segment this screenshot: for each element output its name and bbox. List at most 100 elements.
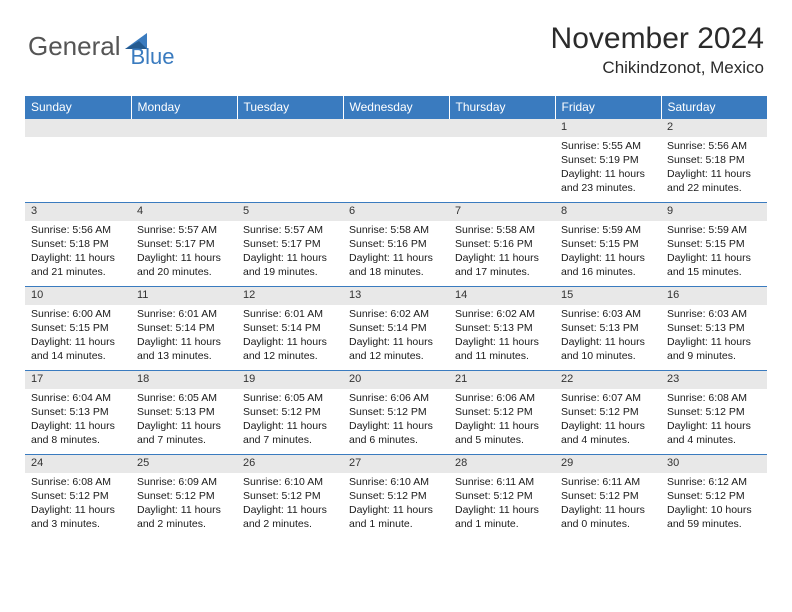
weekday-header: Saturday [661, 96, 767, 119]
sunset-text: Sunset: 5:19 PM [561, 153, 655, 167]
sunset-text: Sunset: 5:12 PM [137, 489, 231, 503]
weekday-header: Friday [555, 96, 661, 119]
sunrise-text: Sunrise: 5:57 AM [137, 223, 231, 237]
day-number-cell: 27 [343, 455, 449, 473]
daylight-text: Daylight: 11 hours and 2 minutes. [243, 503, 337, 531]
daylight-text: Daylight: 11 hours and 12 minutes. [243, 335, 337, 363]
sunset-text: Sunset: 5:13 PM [137, 405, 231, 419]
daylight-text: Daylight: 11 hours and 6 minutes. [349, 419, 443, 447]
day-content-cell: Sunrise: 6:04 AMSunset: 5:13 PMDaylight:… [25, 389, 131, 455]
sunrise-text: Sunrise: 6:05 AM [243, 391, 337, 405]
day-number-cell: 18 [131, 371, 237, 389]
weekday-header: Tuesday [237, 96, 343, 119]
sunset-text: Sunset: 5:16 PM [455, 237, 549, 251]
day-number-cell: 23 [661, 371, 767, 389]
daylight-text: Daylight: 10 hours and 59 minutes. [667, 503, 761, 531]
day-number-cell: 29 [555, 455, 661, 473]
daylight-text: Daylight: 11 hours and 5 minutes. [455, 419, 549, 447]
day-content-cell: Sunrise: 6:05 AMSunset: 5:13 PMDaylight:… [131, 389, 237, 455]
day-number-cell: 25 [131, 455, 237, 473]
sunrise-text: Sunrise: 6:05 AM [137, 391, 231, 405]
weekday-header: Wednesday [343, 96, 449, 119]
day-content-cell [131, 137, 237, 203]
sunset-text: Sunset: 5:15 PM [667, 237, 761, 251]
day-number-cell: 16 [661, 287, 767, 305]
sunrise-text: Sunrise: 5:56 AM [31, 223, 125, 237]
day-content-cell: Sunrise: 6:03 AMSunset: 5:13 PMDaylight:… [555, 305, 661, 371]
day-content-cell [25, 137, 131, 203]
day-content-cell: Sunrise: 5:56 AMSunset: 5:18 PMDaylight:… [25, 221, 131, 287]
day-content-row: Sunrise: 5:55 AMSunset: 5:19 PMDaylight:… [25, 137, 767, 203]
day-content-cell: Sunrise: 5:57 AMSunset: 5:17 PMDaylight:… [131, 221, 237, 287]
day-content-cell: Sunrise: 6:11 AMSunset: 5:12 PMDaylight:… [555, 473, 661, 539]
sunrise-text: Sunrise: 6:01 AM [137, 307, 231, 321]
sunset-text: Sunset: 5:12 PM [561, 405, 655, 419]
sunset-text: Sunset: 5:12 PM [561, 489, 655, 503]
weekday-header: Thursday [449, 96, 555, 119]
day-content-cell: Sunrise: 5:59 AMSunset: 5:15 PMDaylight:… [661, 221, 767, 287]
sunset-text: Sunset: 5:16 PM [349, 237, 443, 251]
daylight-text: Daylight: 11 hours and 1 minute. [349, 503, 443, 531]
sunrise-text: Sunrise: 6:04 AM [31, 391, 125, 405]
day-number-row: 12 [25, 119, 767, 137]
day-number-cell: 13 [343, 287, 449, 305]
weekday-header: Monday [131, 96, 237, 119]
location-label: Chikindzonot, Mexico [551, 58, 764, 78]
daylight-text: Daylight: 11 hours and 23 minutes. [561, 167, 655, 195]
day-content-cell: Sunrise: 5:55 AMSunset: 5:19 PMDaylight:… [555, 137, 661, 203]
daylight-text: Daylight: 11 hours and 15 minutes. [667, 251, 761, 279]
calendar-table: Sunday Monday Tuesday Wednesday Thursday… [25, 96, 767, 539]
daylight-text: Daylight: 11 hours and 3 minutes. [31, 503, 125, 531]
sunrise-text: Sunrise: 6:06 AM [349, 391, 443, 405]
day-content-cell [237, 137, 343, 203]
day-content-row: Sunrise: 6:00 AMSunset: 5:15 PMDaylight:… [25, 305, 767, 371]
sunset-text: Sunset: 5:12 PM [349, 405, 443, 419]
title-block: November 2024 Chikindzonot, Mexico [551, 22, 764, 78]
sunrise-text: Sunrise: 6:08 AM [31, 475, 125, 489]
day-number-cell: 5 [237, 203, 343, 221]
sunrise-text: Sunrise: 6:10 AM [349, 475, 443, 489]
day-content-cell: Sunrise: 5:59 AMSunset: 5:15 PMDaylight:… [555, 221, 661, 287]
sunset-text: Sunset: 5:12 PM [31, 489, 125, 503]
day-content-cell: Sunrise: 6:06 AMSunset: 5:12 PMDaylight:… [449, 389, 555, 455]
day-content-cell: Sunrise: 5:57 AMSunset: 5:17 PMDaylight:… [237, 221, 343, 287]
day-content-cell: Sunrise: 6:10 AMSunset: 5:12 PMDaylight:… [343, 473, 449, 539]
daylight-text: Daylight: 11 hours and 8 minutes. [31, 419, 125, 447]
daylight-text: Daylight: 11 hours and 19 minutes. [243, 251, 337, 279]
day-content-cell: Sunrise: 5:56 AMSunset: 5:18 PMDaylight:… [661, 137, 767, 203]
day-content-cell: Sunrise: 6:08 AMSunset: 5:12 PMDaylight:… [25, 473, 131, 539]
day-content-cell: Sunrise: 6:06 AMSunset: 5:12 PMDaylight:… [343, 389, 449, 455]
day-number-cell [343, 119, 449, 137]
daylight-text: Daylight: 11 hours and 0 minutes. [561, 503, 655, 531]
daylight-text: Daylight: 11 hours and 4 minutes. [561, 419, 655, 447]
sunset-text: Sunset: 5:14 PM [137, 321, 231, 335]
sunset-text: Sunset: 5:17 PM [243, 237, 337, 251]
daylight-text: Daylight: 11 hours and 7 minutes. [137, 419, 231, 447]
sunset-text: Sunset: 5:12 PM [455, 405, 549, 419]
daylight-text: Daylight: 11 hours and 4 minutes. [667, 419, 761, 447]
sunset-text: Sunset: 5:18 PM [31, 237, 125, 251]
sunrise-text: Sunrise: 5:57 AM [243, 223, 337, 237]
day-number-cell: 8 [555, 203, 661, 221]
sunrise-text: Sunrise: 6:02 AM [349, 307, 443, 321]
sunset-text: Sunset: 5:12 PM [243, 489, 337, 503]
daylight-text: Daylight: 11 hours and 11 minutes. [455, 335, 549, 363]
sunset-text: Sunset: 5:12 PM [455, 489, 549, 503]
daylight-text: Daylight: 11 hours and 12 minutes. [349, 335, 443, 363]
day-number-cell: 1 [555, 119, 661, 137]
daylight-text: Daylight: 11 hours and 22 minutes. [667, 167, 761, 195]
brand-logo: General Blue [28, 22, 175, 70]
day-number-cell [237, 119, 343, 137]
daylight-text: Daylight: 11 hours and 13 minutes. [137, 335, 231, 363]
day-content-cell: Sunrise: 6:08 AMSunset: 5:12 PMDaylight:… [661, 389, 767, 455]
daylight-text: Daylight: 11 hours and 17 minutes. [455, 251, 549, 279]
sunrise-text: Sunrise: 5:56 AM [667, 139, 761, 153]
daylight-text: Daylight: 11 hours and 10 minutes. [561, 335, 655, 363]
sunrise-text: Sunrise: 6:07 AM [561, 391, 655, 405]
day-number-cell: 12 [237, 287, 343, 305]
daylight-text: Daylight: 11 hours and 2 minutes. [137, 503, 231, 531]
daylight-text: Daylight: 11 hours and 20 minutes. [137, 251, 231, 279]
sunrise-text: Sunrise: 5:58 AM [455, 223, 549, 237]
weekday-header-row: Sunday Monday Tuesday Wednesday Thursday… [25, 96, 767, 119]
sunset-text: Sunset: 5:12 PM [667, 489, 761, 503]
